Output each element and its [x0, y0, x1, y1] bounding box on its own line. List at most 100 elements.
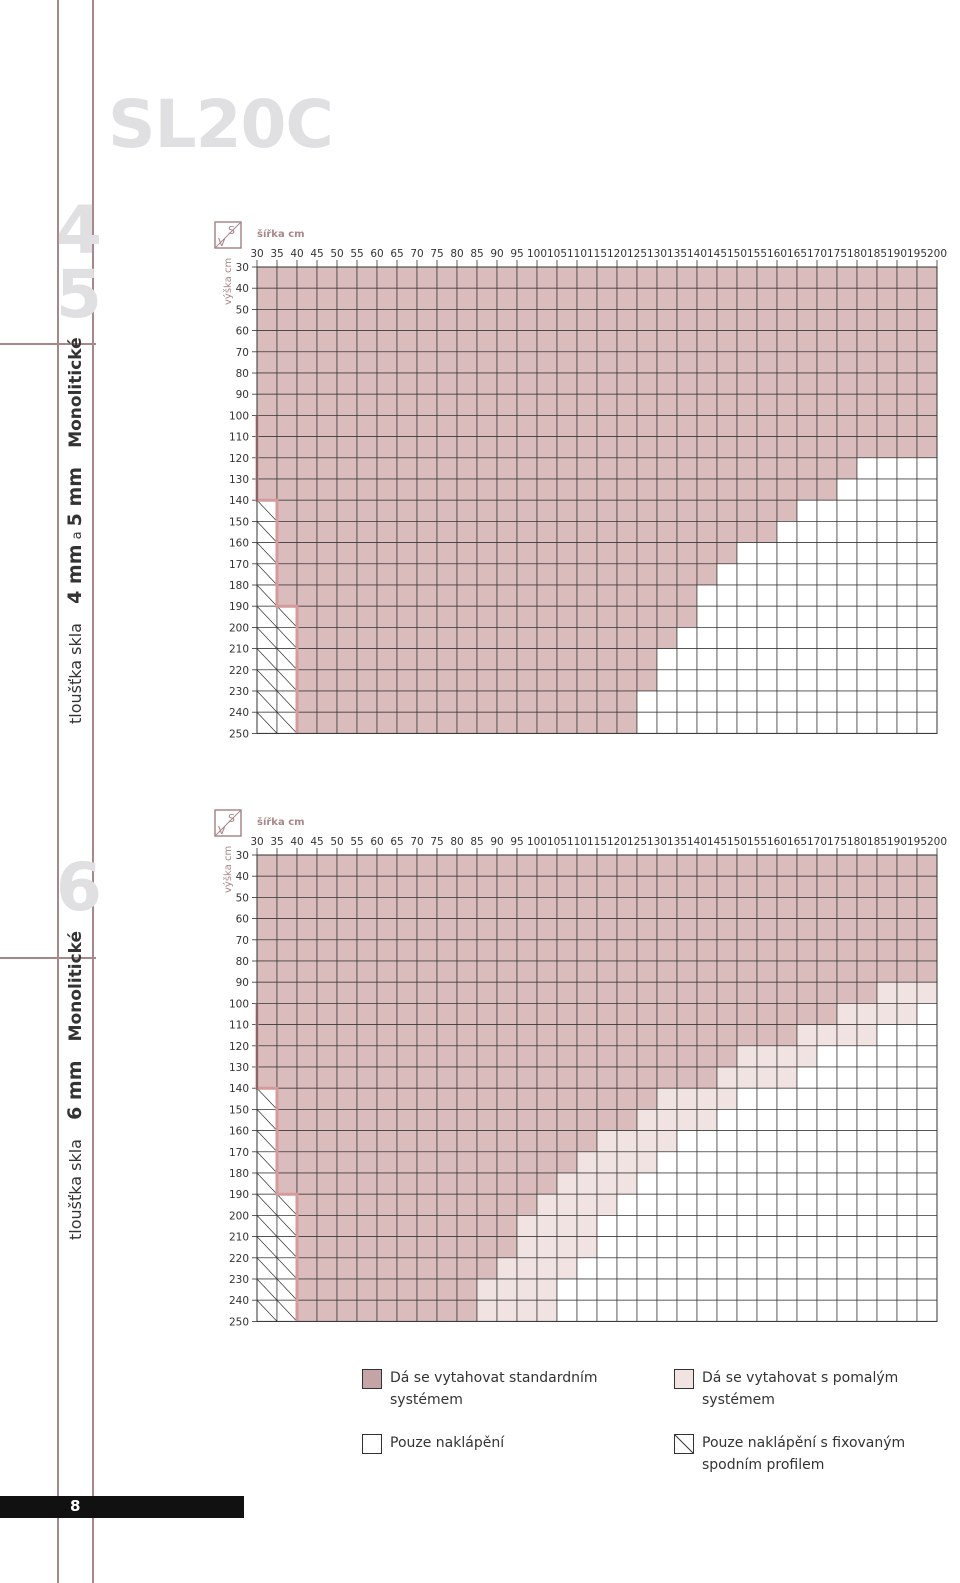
cell-tilt-only: [856, 1087, 878, 1110]
cell-tilt-only: [876, 542, 898, 565]
cell-tilt-only: [836, 478, 858, 501]
cell-tilt-only: [876, 711, 898, 734]
cell-standard: [256, 1024, 278, 1047]
cell-standard: [456, 584, 478, 607]
cell-standard: [896, 330, 918, 353]
cell-hatch: [256, 690, 278, 713]
cell-standard: [636, 939, 658, 962]
y-tick-label: 150: [229, 516, 249, 528]
cell-standard: [676, 875, 698, 898]
cell-standard: [596, 542, 618, 565]
cell-tilt-only: [816, 1257, 838, 1280]
cell-standard: [676, 854, 698, 877]
cell-standard: [596, 330, 618, 353]
cell-standard: [396, 690, 418, 713]
cell-tilt-only: [656, 1257, 678, 1280]
cell-slow: [716, 1066, 738, 1089]
cell-standard: [416, 499, 438, 522]
cell-standard: [696, 521, 718, 543]
cell-standard: [376, 1109, 398, 1131]
cell-standard: [696, 393, 718, 416]
cell-standard: [296, 499, 318, 522]
cell-standard: [456, 1236, 478, 1259]
cell-tilt-only: [816, 1130, 838, 1153]
cell-tilt-only: [836, 1151, 858, 1174]
cell-standard: [476, 918, 498, 941]
cell-standard: [516, 372, 538, 395]
cell-standard: [396, 1172, 418, 1195]
cell-standard: [276, 393, 298, 416]
cell-standard: [756, 1024, 778, 1047]
cell-standard: [536, 393, 558, 416]
cell-standard: [536, 897, 558, 919]
cell-standard: [656, 266, 678, 289]
cell-standard: [536, 266, 558, 289]
cell-standard: [756, 1003, 778, 1025]
cell-standard: [736, 351, 758, 374]
cell-standard: [256, 1066, 278, 1089]
cell-tilt-only: [796, 1193, 818, 1216]
cell-standard: [496, 499, 518, 522]
section-number: 4: [56, 192, 102, 269]
cell-standard: [656, 584, 678, 607]
cell-standard: [276, 1024, 298, 1047]
y-tick-label: 220: [229, 1253, 249, 1265]
cell-standard: [336, 960, 358, 983]
cell-standard: [376, 415, 398, 437]
x-tick-label: 95: [510, 836, 523, 848]
cell-standard: [716, 939, 738, 962]
legend-tilt-only: Pouze naklápění: [362, 1432, 600, 1454]
cell-slow: [536, 1193, 558, 1216]
cell-standard: [436, 478, 458, 501]
cell-tilt-only: [856, 669, 878, 692]
cell-standard: [456, 1024, 478, 1047]
y-tick-label: 210: [229, 1232, 249, 1244]
cell-standard: [656, 351, 678, 374]
cell-tilt-only: [816, 499, 838, 522]
cell-standard: [456, 711, 478, 734]
cell-hatch: [256, 1087, 278, 1110]
cell-standard: [416, 563, 438, 586]
cell-standard: [716, 351, 738, 374]
x-tick-label: 30: [250, 836, 263, 848]
y-tick-label: 140: [229, 1083, 249, 1095]
cell-slow: [476, 1299, 498, 1322]
cell-standard: [416, 711, 438, 734]
cell-standard: [736, 875, 758, 898]
cell-standard: [296, 1215, 318, 1237]
cell-standard: [316, 1215, 338, 1237]
cell-standard: [316, 351, 338, 374]
cell-standard: [376, 1215, 398, 1237]
cell-standard: [616, 605, 638, 628]
cell-tilt-only: [856, 605, 878, 628]
cell-standard: [436, 584, 458, 607]
cell-tilt-only: [696, 1193, 718, 1216]
cell-tilt-only: [656, 1193, 678, 1216]
x-tick-label: 115: [587, 836, 607, 848]
cell-standard: [456, 669, 478, 692]
cell-standard: [736, 393, 758, 416]
cell-standard: [336, 266, 358, 289]
cell-standard: [656, 1003, 678, 1025]
thickness-prefix: tloušťka skla: [66, 623, 85, 724]
cell-standard: [416, 584, 438, 607]
cell-standard: [336, 1257, 358, 1280]
cell-standard: [536, 1130, 558, 1153]
cell-standard: [736, 266, 758, 289]
cell-standard: [276, 478, 298, 501]
cell-standard: [556, 1003, 578, 1025]
cell-standard: [256, 436, 278, 459]
cell-standard: [496, 1151, 518, 1174]
cell-standard: [396, 627, 418, 649]
cell-standard: [496, 584, 518, 607]
cell-tilt-only: [856, 1215, 878, 1237]
cell-standard: [836, 875, 858, 898]
cell-standard: [376, 627, 398, 649]
cell-tilt-only: [896, 627, 918, 649]
cell-standard: [336, 584, 358, 607]
cell-tilt-only: [696, 711, 718, 734]
cell-tilt-only: [916, 1003, 938, 1025]
x-tick-label: 70: [410, 836, 423, 848]
cell-standard: [416, 854, 438, 877]
